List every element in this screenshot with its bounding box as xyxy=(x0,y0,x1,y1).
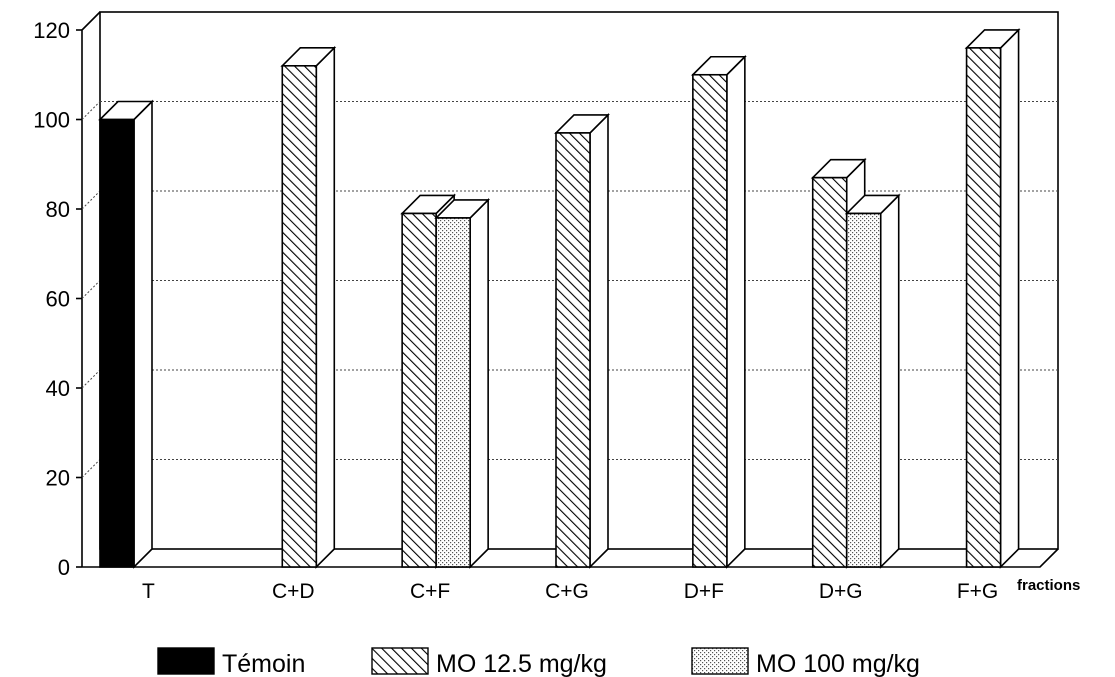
x-tick-label: C+G xyxy=(545,580,589,603)
x-tick-label: C+D xyxy=(272,580,315,603)
grid-line-side xyxy=(81,459,101,478)
floor-edge xyxy=(82,548,1059,568)
legend-item: MO 100 mg/kg xyxy=(691,647,920,677)
legend-swatch xyxy=(691,647,749,675)
x-tick-label: C+F xyxy=(410,580,450,603)
y-tick-label: 40 xyxy=(46,376,70,401)
y-tick-label: 0 xyxy=(58,555,70,580)
legend-label: MO 100 mg/kg xyxy=(756,650,920,677)
bar-C+F-mo-100-mg-kg xyxy=(434,198,491,569)
y-axis-ticks: 0 20 40 60 80 100 120 xyxy=(33,18,82,580)
grid-line-side xyxy=(81,101,101,120)
grid-line-side xyxy=(81,369,101,389)
legend-label: MO 12.5 mg/kg xyxy=(436,650,607,677)
y-tick-label: 100 xyxy=(33,108,70,133)
x-tick-label: T xyxy=(142,580,155,603)
bar-C+G-mo-12-5-mg-kg xyxy=(554,112,610,569)
legend-item: MO 12.5 mg/kg xyxy=(371,647,607,677)
y-tick-label: 60 xyxy=(46,287,70,312)
bar-C+D-mo-12-5-mg-kg xyxy=(280,45,337,569)
legend-swatch xyxy=(371,647,429,675)
y-tick-label: 120 xyxy=(33,18,70,43)
grid-line-side xyxy=(81,280,101,299)
bar-T-t-moin xyxy=(98,99,154,569)
grid-line-side xyxy=(81,190,101,210)
legend-swatch xyxy=(157,647,215,675)
bar-D+F-mo-12-5-mg-kg xyxy=(690,54,747,569)
grid-lines xyxy=(81,101,1058,478)
x-axis-labels: T C+D C+F C+G D+F D+G F+G xyxy=(142,580,998,603)
bar-F+G-mo-12-5-mg-kg xyxy=(964,27,1021,569)
y-tick-label: 80 xyxy=(46,197,70,222)
bars xyxy=(98,27,1021,569)
bar-D+G-mo-100-mg-kg xyxy=(844,193,901,569)
y-tick-label: 20 xyxy=(46,466,70,491)
x-tick-label: F+G xyxy=(957,580,998,603)
x-tick-label: D+F xyxy=(684,580,724,603)
x-tick-label: D+G xyxy=(819,580,863,603)
legend-label: Témoin xyxy=(222,650,305,677)
legend-item: Témoin xyxy=(157,647,305,677)
x-axis-title: fractions xyxy=(1017,577,1080,594)
legend: Témoin MO 12.5 mg/kg MO 100 mg/kg xyxy=(157,647,920,677)
